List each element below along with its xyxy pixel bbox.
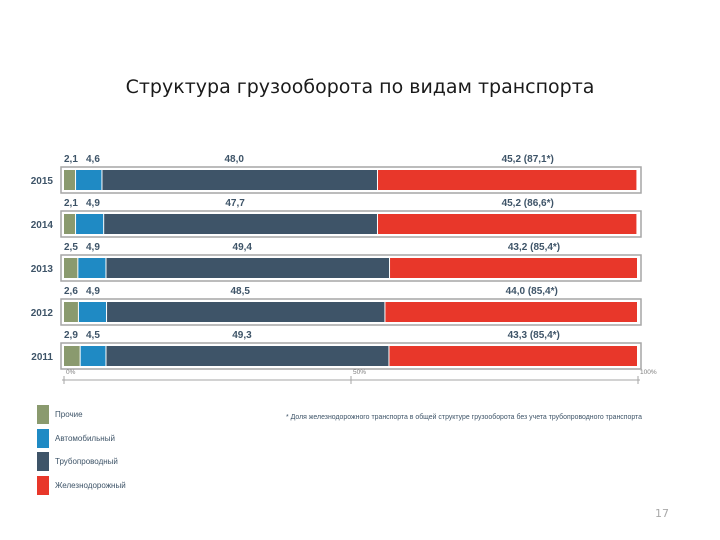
legend-label: Прочие <box>55 410 83 419</box>
legend-swatch <box>37 452 49 471</box>
legend-label: Трубопроводный <box>55 457 118 466</box>
bar-segment-2 <box>78 302 107 322</box>
bar-segment-4 <box>377 214 637 234</box>
x-axis-tick-label: 100% <box>640 369 657 376</box>
bar-segment-3 <box>106 346 389 366</box>
value-label: 4,9 <box>86 286 100 297</box>
bar-segment-2 <box>80 346 106 366</box>
legend-label: Автомобильный <box>55 434 115 443</box>
bar-row-frame <box>60 210 642 238</box>
value-label: 4,5 <box>86 330 100 341</box>
year-label: 2014 <box>31 220 54 231</box>
page-title: Структура грузооборота по видам транспор… <box>125 76 595 98</box>
bar-segment-4 <box>385 302 637 322</box>
bar-segment-1 <box>64 302 78 322</box>
x-axis-tick-label: 0% <box>66 369 76 376</box>
value-label: 49,4 <box>233 242 253 253</box>
value-label: 2,6 <box>64 286 78 297</box>
bar-segment-3 <box>104 214 377 234</box>
bar-row-frame <box>60 254 642 282</box>
bar-segment-2 <box>78 258 106 278</box>
value-label: 43,2 (85,4*) <box>508 242 560 253</box>
value-label: 4,9 <box>86 198 100 209</box>
bar-segment-2 <box>76 214 104 234</box>
bar-segment-2 <box>76 170 102 190</box>
year-label: 2013 <box>31 264 54 275</box>
bar-segment-3 <box>102 170 377 190</box>
legend-label: Железнодорожный <box>55 481 126 490</box>
year-label: 2011 <box>31 352 53 363</box>
value-label: 45,2 (86,6*) <box>502 198 554 209</box>
value-label: 2,9 <box>64 330 78 341</box>
value-label: 2,1 <box>64 198 78 209</box>
value-label: 2,1 <box>64 154 78 165</box>
bar-row-frame <box>60 342 642 370</box>
value-label: 4,6 <box>86 154 100 165</box>
legend-swatch <box>37 405 49 424</box>
bar-segment-1 <box>64 258 78 278</box>
x-axis-tick-label: 50% <box>353 369 366 376</box>
value-label: 45,2 (87,1*) <box>502 154 554 165</box>
value-label: 48,5 <box>231 286 251 297</box>
value-label: 49,3 <box>232 330 252 341</box>
value-label: 44,0 (85,4*) <box>506 286 558 297</box>
value-label: 48,0 <box>224 154 244 165</box>
value-label: 2,5 <box>64 242 78 253</box>
bar-segment-3 <box>107 302 385 322</box>
bar-row-frame <box>60 298 642 326</box>
bar-segment-1 <box>64 170 76 190</box>
value-label: 4,9 <box>86 242 100 253</box>
bar-segment-4 <box>389 346 637 366</box>
bar-row-frame <box>60 166 642 194</box>
value-label: 43,3 (85,4*) <box>508 330 560 341</box>
bar-segment-1 <box>64 214 76 234</box>
year-label: 2015 <box>31 176 54 187</box>
bar-segment-1 <box>64 346 80 366</box>
bar-segment-3 <box>106 258 390 278</box>
legend-swatch <box>37 476 49 495</box>
footnote: * Доля железнодорожного транспорта в общ… <box>286 412 643 421</box>
bar-segment-4 <box>390 258 637 278</box>
legend-swatch <box>37 429 49 448</box>
page-number: 17 <box>655 507 669 520</box>
year-label: 2012 <box>31 308 54 319</box>
value-label: 47,7 <box>225 198 245 209</box>
bar-segment-4 <box>377 170 637 190</box>
